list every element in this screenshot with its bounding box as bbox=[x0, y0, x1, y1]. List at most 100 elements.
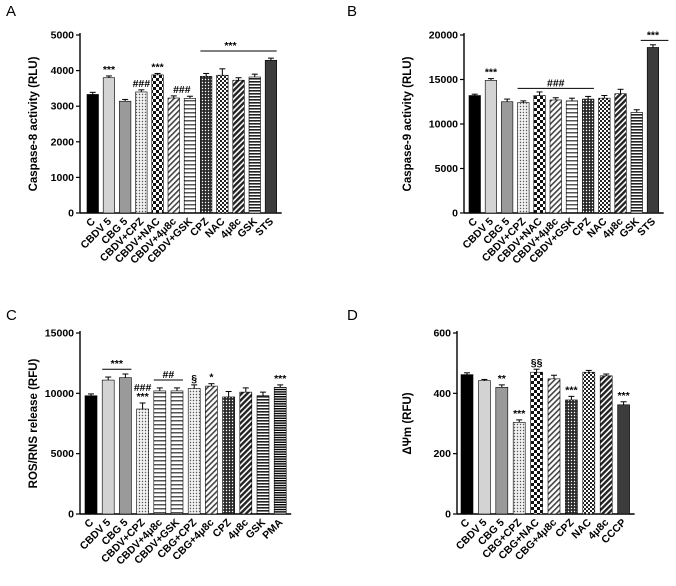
y-tick-label: 0 bbox=[68, 208, 74, 220]
bar bbox=[468, 95, 481, 214]
bar bbox=[153, 390, 167, 515]
bar bbox=[460, 374, 474, 515]
y-axis-label: ROS/RNS release (RFU) bbox=[28, 358, 40, 488]
bar bbox=[102, 77, 115, 214]
panel-b: B Caspase-9 activity (RLU) 0 5000 10000 15000… bbox=[347, 3, 669, 266]
bar bbox=[495, 386, 509, 515]
significance-marker: *** bbox=[274, 373, 287, 385]
bar bbox=[517, 102, 530, 214]
significance-marker: *** bbox=[617, 390, 630, 402]
significance-marker: *** bbox=[647, 29, 660, 41]
bar bbox=[478, 380, 491, 515]
y-tick-label: 20000 bbox=[429, 30, 458, 42]
y-tick-label: 15000 bbox=[45, 328, 74, 340]
bar bbox=[135, 91, 148, 214]
bar bbox=[582, 371, 596, 515]
bar bbox=[151, 74, 164, 214]
significance-marker: *** bbox=[224, 40, 237, 52]
significance-marker: *** bbox=[513, 408, 526, 420]
significance-marker: ### bbox=[134, 382, 152, 394]
significance-marker: § bbox=[191, 373, 197, 385]
bar bbox=[222, 396, 235, 515]
bar bbox=[565, 399, 578, 515]
bar bbox=[599, 375, 613, 515]
bar bbox=[101, 379, 115, 515]
bar bbox=[565, 100, 579, 214]
y-tick-label: 400 bbox=[433, 388, 451, 400]
y-tick-label: 1000 bbox=[51, 172, 75, 184]
bar bbox=[170, 390, 184, 515]
bar bbox=[119, 377, 132, 515]
significance-marker: *** bbox=[565, 384, 578, 396]
significance-marker: §§ bbox=[531, 357, 543, 369]
y-tick-label: 5000 bbox=[51, 30, 75, 42]
bar bbox=[264, 59, 278, 214]
y-tick-label: 600 bbox=[433, 328, 451, 340]
bar bbox=[200, 75, 213, 214]
bar bbox=[646, 47, 660, 214]
bar bbox=[167, 97, 180, 214]
y-tick-label: 0 bbox=[68, 509, 74, 521]
y-tick-label: 4000 bbox=[51, 65, 75, 77]
bar bbox=[617, 404, 630, 515]
bar bbox=[512, 421, 526, 515]
y-axis-label: Caspase-9 activity (RLU) bbox=[402, 56, 414, 191]
panel-letter: A bbox=[6, 3, 16, 20]
x-category-label: STS bbox=[635, 216, 658, 239]
bar bbox=[273, 386, 287, 515]
significance-marker: *** bbox=[111, 358, 124, 370]
y-tick-label: 5000 bbox=[51, 448, 75, 460]
significance-marker: ### bbox=[133, 78, 151, 90]
bar bbox=[630, 112, 643, 214]
y-tick-label: 5000 bbox=[435, 163, 459, 175]
bar bbox=[533, 95, 546, 214]
y-tick-label: 0 bbox=[452, 208, 458, 220]
bar bbox=[239, 391, 253, 515]
significance-marker: *** bbox=[103, 64, 116, 76]
bar bbox=[84, 395, 98, 515]
bar bbox=[183, 98, 196, 214]
bar bbox=[598, 97, 611, 214]
y-tick-label: 3000 bbox=[51, 101, 75, 113]
bar bbox=[547, 378, 561, 515]
bar bbox=[501, 101, 514, 214]
significance-marker: * bbox=[209, 372, 214, 384]
bar bbox=[86, 94, 99, 214]
y-tick-label: 200 bbox=[433, 448, 451, 460]
bar bbox=[248, 76, 261, 214]
x-category-label: PMA bbox=[260, 516, 285, 541]
panel-letter: D bbox=[347, 307, 358, 324]
y-tick-label: 15000 bbox=[429, 74, 458, 86]
y-tick-label: 2000 bbox=[51, 136, 75, 148]
bar bbox=[484, 80, 498, 214]
bar bbox=[582, 98, 595, 214]
y-axis-label: ΔΨm (RFU) bbox=[402, 392, 414, 454]
panel-letter: C bbox=[6, 307, 17, 324]
bar bbox=[530, 371, 543, 515]
significance-marker: ## bbox=[163, 369, 175, 381]
y-tick-label: 10000 bbox=[45, 388, 74, 400]
bar bbox=[205, 385, 218, 515]
bar bbox=[136, 408, 149, 515]
bar bbox=[614, 93, 627, 214]
significance-marker: ** bbox=[498, 373, 507, 385]
significance-marker: ### bbox=[173, 84, 191, 96]
bar bbox=[119, 100, 132, 214]
significance-marker: *** bbox=[136, 391, 149, 403]
bar bbox=[256, 395, 270, 515]
x-category-label: STS bbox=[253, 216, 276, 239]
significance-marker: *** bbox=[485, 67, 498, 79]
significance-marker: *** bbox=[151, 61, 164, 73]
y-tick-label: 10000 bbox=[429, 119, 458, 131]
y-tick-label: 0 bbox=[445, 509, 451, 521]
bar bbox=[187, 388, 201, 515]
y-axis-label: Caspase-8 activity (RLU) bbox=[28, 56, 40, 191]
panel-a: A Caspase-8 activity (RLU) 0 1000 2000 3000 40… bbox=[6, 3, 282, 266]
panel-letter: B bbox=[347, 3, 357, 20]
bar bbox=[549, 99, 562, 214]
bar bbox=[216, 74, 229, 214]
significance-marker: ### bbox=[547, 77, 565, 89]
